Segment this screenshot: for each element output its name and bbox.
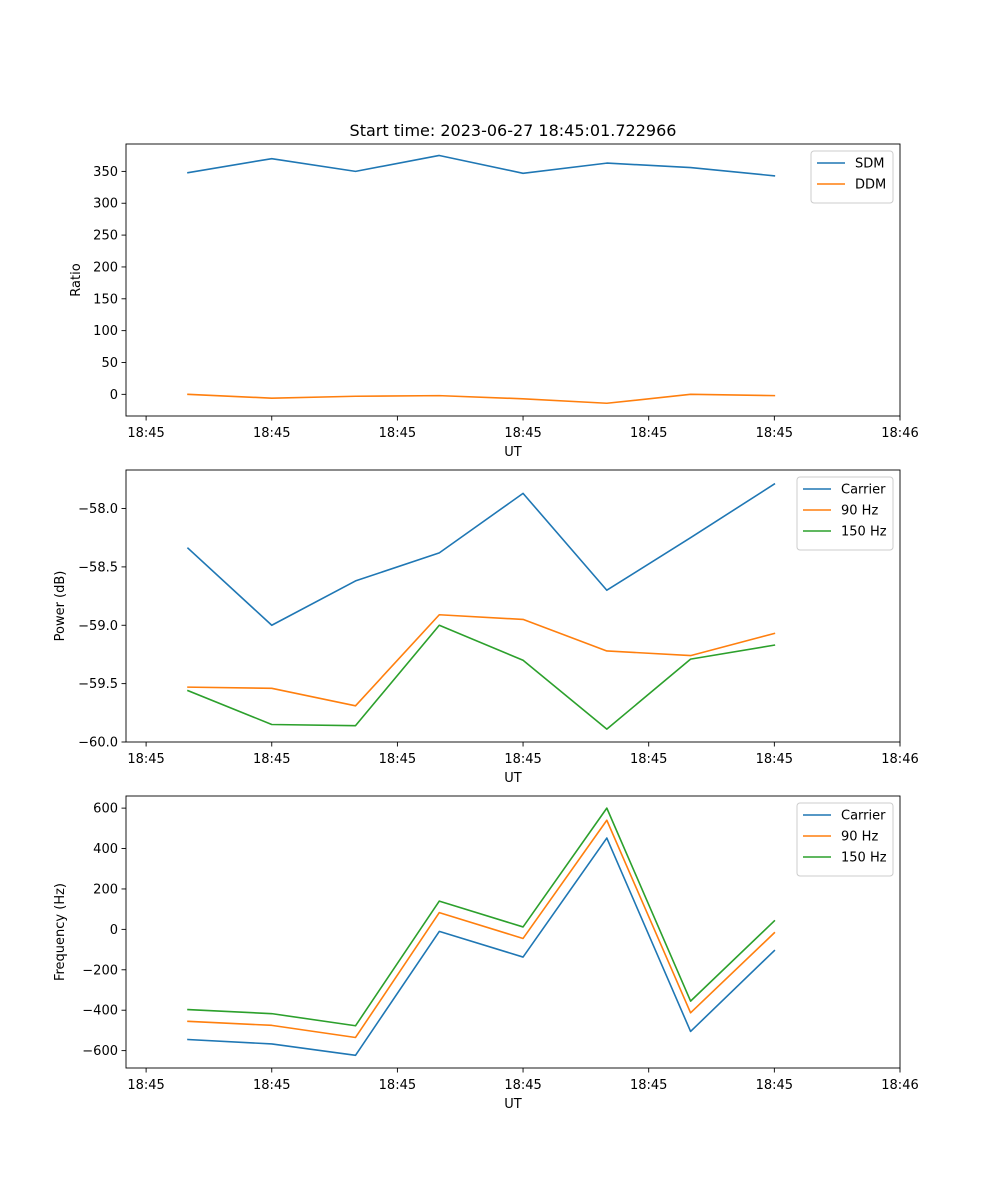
power-panel-x-tick-label: 18:45 (630, 752, 667, 767)
frequency-panel-y-tick-label: −600 (82, 1044, 118, 1059)
ratio-panel-x-tick-label: 18:45 (379, 426, 416, 441)
frequency-panel-legend-label: 90 Hz (841, 830, 878, 845)
frequency-panel-x-tick-label: 18:45 (504, 1078, 541, 1093)
frequency-panel-y-tick-label: −200 (82, 963, 118, 978)
frequency-panel-x-tick-label: 18:45 (630, 1078, 667, 1093)
ratio-panel-x-tick-label: 18:45 (630, 426, 667, 441)
ratio-panel-x-tick-label: 18:45 (253, 426, 290, 441)
ratio-panel-series-ddm-line (187, 393, 776, 405)
power-panel-y-tick-label: −59.0 (78, 619, 118, 634)
power-panel-x-tick-label: 18:45 (504, 752, 541, 767)
frequency-panel-y-tick-label: −400 (82, 1004, 118, 1019)
ratio-panel-y-tick-label: 50 (101, 356, 118, 371)
power-panel-y-tick-label: −58.0 (78, 502, 118, 517)
frequency-panel-legend: Carrier 90 Hz 150 Hz (796, 802, 894, 877)
frequency-panel: 18:45 18:45 18:45 18:45 18:45 18:45 18:46 −600 −… (53, 795, 919, 1112)
power-panel-series-150-hz-line (186, 624, 776, 730)
frequency-panel-x-tick-label: 18:46 (881, 1078, 918, 1093)
ratio-panel-y-tick-label: 0 (110, 388, 118, 403)
ratio-panel-legend-box (810, 150, 894, 204)
ratio-panel-x-tick-label: 18:45 (504, 426, 541, 441)
power-panel-x-tick-label: 18:45 (127, 752, 164, 767)
frequency-panel-series-carrier-line (187, 837, 776, 1057)
ratio-panel-legend: SDM DDM (810, 150, 894, 204)
power-panel-legend-label: 150 Hz (841, 525, 887, 540)
power-panel-x-tick-label: 18:46 (881, 752, 918, 767)
ratio-panel-y-tick-label: 350 (93, 165, 118, 180)
power-panel-y-tick-label: −60.0 (78, 736, 118, 751)
power-panel-x-axis-label: UT (504, 771, 522, 786)
power-panel-x-tick-label: 18:45 (379, 752, 416, 767)
frequency-panel-y-tick-label: 200 (93, 882, 118, 897)
frequency-panel-x-tick-label: 18:45 (756, 1078, 793, 1093)
ratio-panel-series-sdm-line (187, 154, 776, 177)
power-panel-series-90-hz-line (187, 613, 776, 707)
ratio-panel-x-axis-label: UT (504, 445, 522, 460)
frequency-panel-series-90-hz-line (187, 819, 776, 1039)
frequency-panel-x-tick-label: 18:45 (253, 1078, 290, 1093)
power-panel-legend-label: Carrier (841, 483, 886, 498)
ratio-panel-y-tick-label: 250 (93, 229, 118, 244)
ratio-panel-legend-label: DDM (855, 178, 886, 193)
power-panel-y-tick-label: −58.5 (78, 560, 118, 575)
ratio-panel-x-tick-label: 18:45 (127, 426, 164, 441)
power-panel-legend: Carrier 90 Hz 150 Hz (796, 476, 894, 551)
frequency-panel-legend-label: 150 Hz (841, 851, 887, 866)
frequency-panel-y-tick-label: 0 (110, 923, 118, 938)
ratio-panel-frame (125, 143, 901, 417)
ratio-panel: 18:45 18:45 18:45 18:45 18:45 18:45 18:46 0 50 10… (69, 143, 919, 460)
frequency-panel-y-tick-label: 400 (93, 842, 118, 857)
power-panel-x-tick-label: 18:45 (253, 752, 290, 767)
power-panel-x-tick-label: 18:45 (756, 752, 793, 767)
ratio-panel-y-tick-label: 100 (93, 324, 118, 339)
ratio-panel-x-tick-label: 18:46 (881, 426, 918, 441)
ratio-panel-y-tick-label: 200 (93, 260, 118, 275)
frequency-panel-x-axis-label: UT (504, 1097, 522, 1112)
frequency-panel-y-tick-label: 600 (93, 802, 118, 817)
frequency-panel-y-axis-label: Frequency (Hz) (53, 883, 68, 981)
ratio-panel-x-tick-label: 18:45 (756, 426, 793, 441)
power-panel-y-tick-label: −59.5 (78, 677, 118, 692)
frequency-panel-x-tick-label: 18:45 (127, 1078, 164, 1093)
power-panel: 18:45 18:45 18:45 18:45 18:45 18:45 18:46 −60.0… (53, 469, 919, 786)
ratio-panel-y-tick-label: 300 (93, 197, 118, 212)
frequency-panel-legend-label: Carrier (841, 809, 886, 824)
frequency-panel-frame (125, 795, 901, 1069)
power-panel-legend-label: 90 Hz (841, 504, 878, 519)
ratio-panel-y-tick-label: 150 (93, 292, 118, 307)
ratio-panel-y-axis-label: Ratio (69, 263, 84, 296)
frequency-panel-series-150-hz-line (187, 807, 776, 1027)
power-panel-series-carrier-line (186, 482, 776, 627)
ratio-panel-legend-label: SDM (855, 157, 884, 172)
power-panel-frame (125, 469, 901, 743)
power-panel-y-axis-label: Power (dB) (53, 571, 68, 642)
frequency-panel-x-tick-label: 18:45 (379, 1078, 416, 1093)
figure-title: Start time: 2023-06-27 18:45:01.722966 (350, 121, 677, 140)
